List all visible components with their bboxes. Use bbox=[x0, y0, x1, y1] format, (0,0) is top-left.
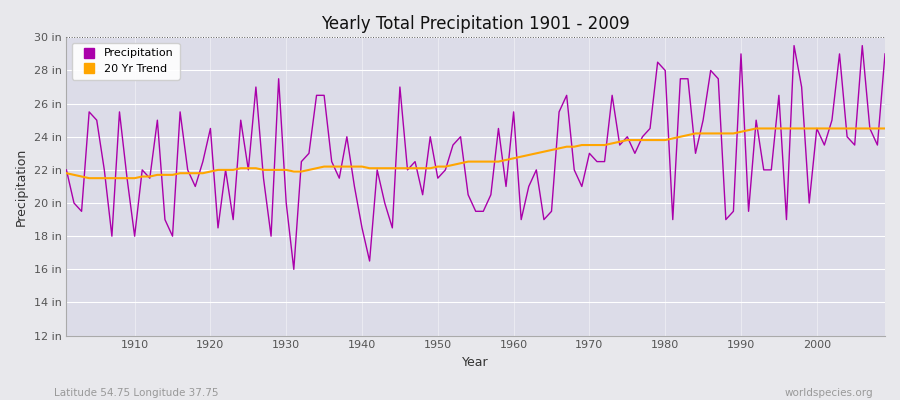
Title: Yearly Total Precipitation 1901 - 2009: Yearly Total Precipitation 1901 - 2009 bbox=[321, 15, 630, 33]
Y-axis label: Precipitation: Precipitation bbox=[15, 147, 28, 226]
Text: Latitude 54.75 Longitude 37.75: Latitude 54.75 Longitude 37.75 bbox=[54, 388, 219, 398]
X-axis label: Year: Year bbox=[463, 356, 489, 369]
Legend: Precipitation, 20 Yr Trend: Precipitation, 20 Yr Trend bbox=[72, 43, 179, 80]
Text: worldspecies.org: worldspecies.org bbox=[785, 388, 873, 398]
